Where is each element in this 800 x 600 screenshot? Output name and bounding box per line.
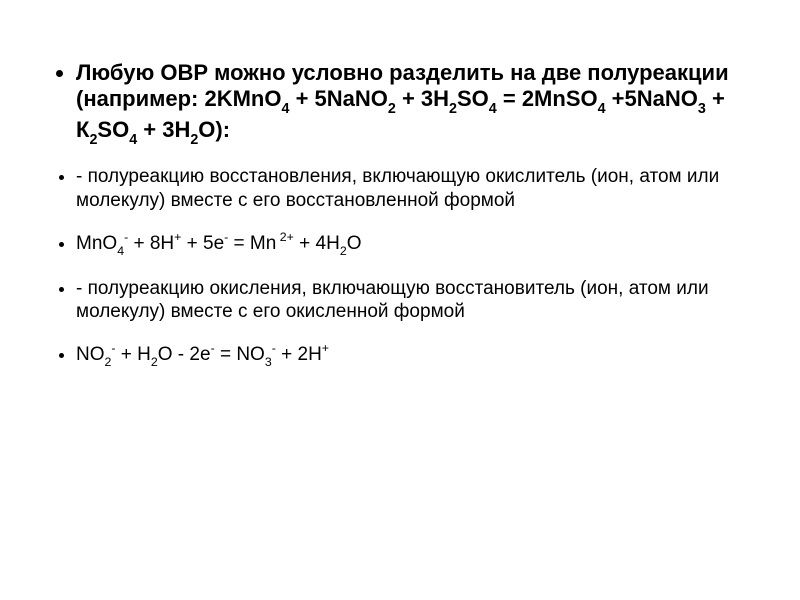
bullet-text: NO2- + H2O - 2e- = NO3- + 2H+ bbox=[76, 344, 329, 365]
bullet-text: - полуреакцию восстановления, включающую… bbox=[76, 166, 719, 211]
bullet-item: NO2- + H2O - 2e- = NO3- + 2H+ bbox=[76, 342, 750, 370]
bullet-text: - полуреакцию окисления, включающую восс… bbox=[76, 278, 709, 323]
bullet-text: Любую ОВР можно условно разделить на две… bbox=[76, 60, 729, 142]
bullet-list: Любую ОВР можно условно разделить на две… bbox=[50, 60, 750, 370]
bullet-heading: Любую ОВР можно условно разделить на две… bbox=[76, 60, 750, 147]
slide: Любую ОВР можно условно разделить на две… bbox=[0, 0, 800, 600]
bullet-item: - полуреакцию окисления, включающую восс… bbox=[76, 277, 750, 325]
bullet-text: MnO4- + 8H+ + 5e- = Mn 2+ + 4H2O bbox=[76, 233, 361, 254]
bullet-item: - полуреакцию восстановления, включающую… bbox=[76, 165, 750, 213]
bullet-item: MnO4- + 8H+ + 5e- = Mn 2+ + 4H2O bbox=[76, 231, 750, 259]
